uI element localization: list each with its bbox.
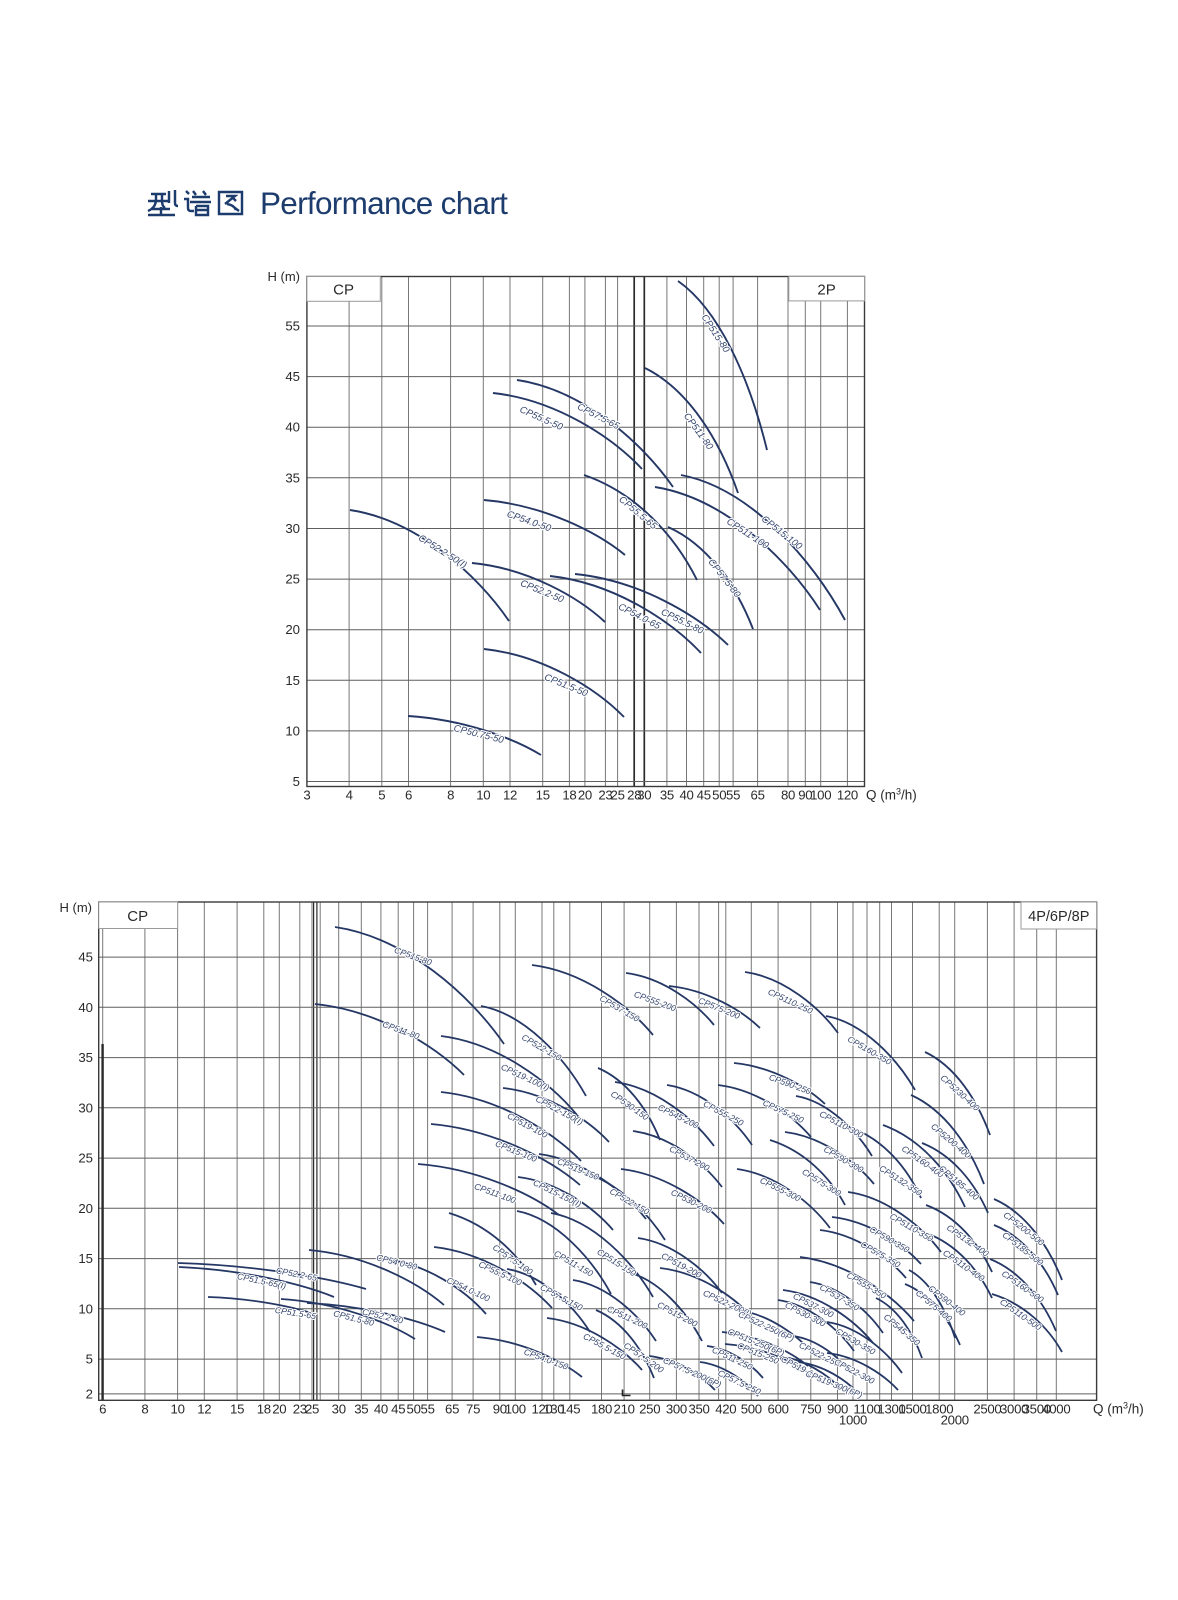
svg-text:5: 5 (378, 788, 385, 803)
svg-text:1000: 1000 (839, 1413, 867, 1428)
svg-text:8: 8 (141, 1402, 148, 1417)
svg-text:300: 300 (666, 1402, 687, 1417)
svg-text:18: 18 (257, 1402, 271, 1417)
svg-text:25: 25 (285, 572, 300, 587)
svg-text:CP: CP (333, 282, 354, 299)
svg-text:4000: 4000 (1042, 1402, 1070, 1417)
svg-text:65: 65 (751, 788, 765, 803)
svg-text:130: 130 (543, 1402, 564, 1417)
svg-text:1300: 1300 (877, 1402, 905, 1417)
svg-text:12: 12 (197, 1402, 211, 1417)
svg-text:45: 45 (78, 950, 93, 965)
svg-text:5: 5 (293, 774, 300, 789)
svg-text:3: 3 (303, 788, 310, 803)
svg-text:100: 100 (505, 1402, 526, 1417)
svg-text:250: 250 (639, 1402, 660, 1417)
svg-text:10: 10 (78, 1301, 93, 1316)
svg-text:50: 50 (712, 788, 726, 803)
svg-text:4: 4 (346, 788, 353, 803)
svg-text:600: 600 (768, 1402, 789, 1417)
svg-text:30: 30 (285, 521, 300, 536)
svg-text:15: 15 (536, 788, 550, 803)
svg-text:H (m): H (m) (60, 900, 93, 915)
svg-text:10: 10 (171, 1402, 185, 1417)
svg-text:10: 10 (285, 723, 300, 738)
svg-text:20: 20 (285, 622, 300, 637)
svg-text:45: 45 (697, 788, 711, 803)
svg-text:120: 120 (531, 1402, 552, 1417)
svg-text:180: 180 (591, 1402, 612, 1417)
svg-text:40: 40 (285, 420, 300, 435)
svg-text:4P/6P/8P: 4P/6P/8P (1028, 909, 1089, 925)
svg-text:12: 12 (503, 788, 517, 803)
svg-text:35: 35 (354, 1402, 368, 1417)
svg-text:1800: 1800 (925, 1402, 953, 1417)
svg-text:75: 75 (466, 1402, 480, 1417)
svg-text:20: 20 (578, 788, 592, 803)
svg-text:350: 350 (688, 1402, 709, 1417)
svg-text:20: 20 (272, 1402, 286, 1417)
svg-text:15: 15 (78, 1251, 93, 1266)
svg-text:25: 25 (78, 1151, 93, 1166)
svg-text:5: 5 (86, 1352, 93, 1367)
svg-text:500: 500 (741, 1402, 762, 1417)
svg-text:30: 30 (78, 1100, 93, 1115)
svg-text:23: 23 (598, 788, 612, 803)
svg-text:40: 40 (78, 1000, 93, 1015)
svg-text:3000: 3000 (1000, 1402, 1028, 1417)
svg-text:50: 50 (407, 1402, 421, 1417)
svg-text:Q (m3/h): Q (m3/h) (1093, 1401, 1144, 1417)
svg-text:28: 28 (627, 788, 641, 803)
svg-text:25: 25 (305, 1402, 319, 1417)
svg-text:2: 2 (86, 1386, 93, 1401)
svg-text:80: 80 (781, 788, 795, 803)
svg-text:55: 55 (726, 788, 740, 803)
svg-text:65: 65 (445, 1402, 459, 1417)
svg-text:900: 900 (827, 1402, 848, 1417)
svg-text:Performance chart: Performance chart (260, 185, 508, 221)
svg-text:35: 35 (285, 470, 300, 485)
svg-text:20: 20 (78, 1201, 93, 1216)
svg-text:6: 6 (405, 788, 412, 803)
svg-text:2500: 2500 (973, 1402, 1001, 1417)
svg-text:CP: CP (127, 908, 148, 925)
svg-text:30: 30 (332, 1402, 346, 1417)
svg-text:145: 145 (559, 1402, 580, 1417)
svg-text:90: 90 (798, 788, 812, 803)
svg-text:35: 35 (78, 1050, 93, 1065)
svg-text:420: 420 (715, 1402, 736, 1417)
svg-text:40: 40 (679, 788, 693, 803)
svg-text:40: 40 (374, 1402, 388, 1417)
svg-text:100: 100 (810, 788, 831, 803)
svg-text:10: 10 (476, 788, 490, 803)
svg-text:30: 30 (637, 788, 651, 803)
svg-text:55: 55 (421, 1402, 435, 1417)
svg-text:18: 18 (562, 788, 576, 803)
svg-text:1500: 1500 (898, 1402, 926, 1417)
svg-text:1100: 1100 (853, 1402, 880, 1417)
svg-text:6: 6 (99, 1402, 106, 1417)
svg-text:23: 23 (293, 1402, 307, 1417)
svg-text:H (m): H (m) (268, 269, 301, 284)
svg-text:750: 750 (800, 1402, 821, 1417)
svg-text:8: 8 (447, 788, 454, 803)
svg-text:2000: 2000 (941, 1413, 969, 1428)
svg-text:Q (m3/h): Q (m3/h) (866, 787, 917, 803)
svg-text:25: 25 (611, 788, 625, 803)
svg-text:2P: 2P (817, 282, 835, 299)
svg-text:3500: 3500 (1023, 1402, 1051, 1417)
svg-text:15: 15 (230, 1402, 244, 1417)
svg-text:55: 55 (285, 319, 300, 334)
svg-text:210: 210 (614, 1402, 635, 1417)
svg-text:45: 45 (285, 369, 300, 384)
svg-text:45: 45 (391, 1402, 405, 1417)
svg-text:15: 15 (285, 673, 300, 688)
svg-text:35: 35 (660, 788, 674, 803)
svg-text:120: 120 (837, 788, 858, 803)
svg-text:90: 90 (493, 1402, 507, 1417)
